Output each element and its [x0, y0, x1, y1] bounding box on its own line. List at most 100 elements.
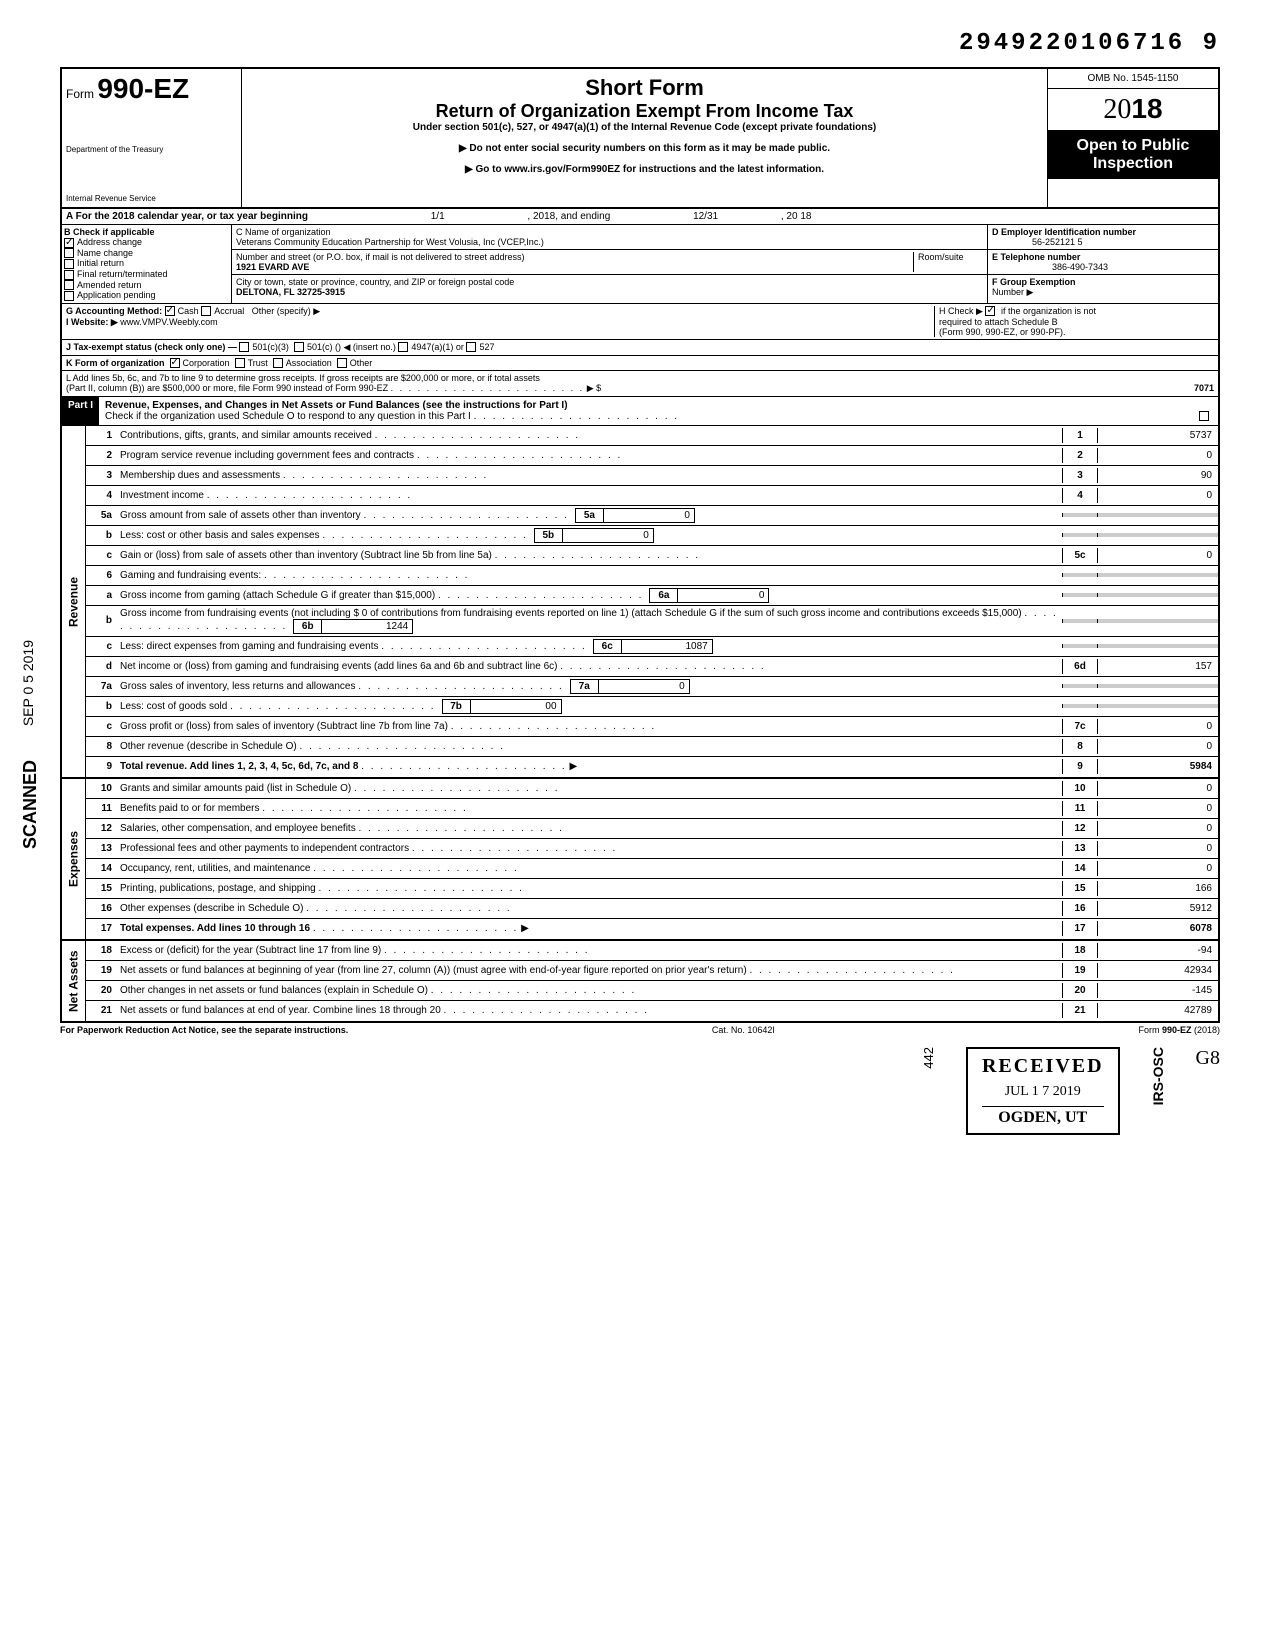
chk-accrual[interactable]	[201, 306, 211, 316]
line-value: 0	[1098, 719, 1218, 734]
line-box-num: 18	[1062, 943, 1098, 958]
line-desc: Gross income from gaming (attach Schedul…	[116, 586, 1062, 605]
line-box-num: 11	[1062, 801, 1098, 816]
line-box-num: 3	[1062, 468, 1098, 483]
line-21: 21Net assets or fund balances at end of …	[86, 1001, 1218, 1021]
line-box-num: 19	[1062, 963, 1098, 978]
line-num: 21	[86, 1003, 116, 1018]
line-num: 13	[86, 841, 116, 856]
line-15: 15Printing, publications, postage, and s…	[86, 879, 1218, 899]
line-box-num: 16	[1062, 901, 1098, 916]
chk-assoc[interactable]	[273, 358, 283, 368]
section-b-title: B Check if applicable	[64, 227, 155, 237]
line-num: 12	[86, 821, 116, 836]
line-box-num: 1	[1062, 428, 1098, 443]
row-a-end: 12/31	[693, 211, 718, 222]
chk-4947[interactable]	[398, 342, 408, 352]
chk-corp[interactable]	[170, 358, 180, 368]
chk-initial-return[interactable]	[64, 259, 74, 269]
chk-501c3[interactable]	[239, 342, 249, 352]
inner-box-6a: 6a0	[649, 588, 769, 603]
line-desc: Net assets or fund balances at beginning…	[116, 963, 1062, 978]
line-desc: Printing, publications, postage, and shi…	[116, 881, 1062, 896]
chk-address-change[interactable]	[64, 238, 74, 248]
line-desc: Total revenue. Add lines 1, 2, 3, 4, 5c,…	[116, 759, 1062, 774]
row-a-label: A For the 2018 calendar year, or tax yea…	[66, 211, 308, 222]
line-desc: Excess or (deficit) for the year (Subtra…	[116, 943, 1062, 958]
line-8: 8Other revenue (describe in Schedule O) …	[86, 737, 1218, 757]
line-16: 16Other expenses (describe in Schedule O…	[86, 899, 1218, 919]
line-num: 8	[86, 739, 116, 754]
line-value: 0	[1098, 548, 1218, 563]
line-desc: Other revenue (describe in Schedule O)	[116, 739, 1062, 754]
chk-schedule-b[interactable]	[985, 306, 995, 316]
row-g-i: G Accounting Method: Cash Accrual Other …	[60, 304, 1220, 340]
inner-box-5a: 5a0	[575, 508, 695, 523]
line-value: -94	[1098, 943, 1218, 958]
lbl-other-method: Other (specify) ▶	[252, 306, 320, 316]
row-l-text2: (Part II, column (B)) are $500,000 or mo…	[66, 383, 388, 393]
line-num: 5a	[86, 508, 116, 523]
chk-other-org[interactable]	[337, 358, 347, 368]
label-group-exempt: F Group Exemption	[992, 277, 1076, 287]
inner-box-7b: 7b00	[442, 699, 562, 714]
received-text: RECEIVED	[982, 1055, 1104, 1078]
chk-501c[interactable]	[294, 342, 304, 352]
netassets-section: Net Assets 18Excess or (deficit) for the…	[60, 941, 1220, 1023]
chk-527[interactable]	[466, 342, 476, 352]
chk-cash[interactable]	[165, 306, 175, 316]
title-return: Return of Organization Exempt From Incom…	[248, 101, 1041, 122]
line-7a: 7aGross sales of inventory, less returns…	[86, 677, 1218, 697]
chk-schedule-o[interactable]	[1199, 411, 1209, 421]
line-b: bLess: cost or other basis and sales exp…	[86, 526, 1218, 546]
chk-final-return[interactable]	[64, 270, 74, 280]
line-num: b	[86, 699, 116, 714]
row-l-text1: L Add lines 5b, 6c, and 7b to line 9 to …	[66, 373, 540, 383]
line-17: 17Total expenses. Add lines 10 through 1…	[86, 919, 1218, 939]
label-ein: D Employer Identification number	[992, 227, 1136, 237]
chk-trust[interactable]	[235, 358, 245, 368]
line-value: 0	[1098, 739, 1218, 754]
stamp-442: 442	[921, 1047, 936, 1069]
line-box-num: 10	[1062, 781, 1098, 796]
line-value: 42789	[1098, 1003, 1218, 1018]
line-value: 0	[1098, 781, 1218, 796]
chk-amended[interactable]	[64, 280, 74, 290]
note-ssn: ▶ Do not enter social security numbers o…	[248, 143, 1041, 154]
subtitle: Under section 501(c), 527, or 4947(a)(1)…	[248, 122, 1041, 133]
line-desc: Membership dues and assessments	[116, 468, 1062, 483]
line-desc: Gross income from fundraising events (no…	[116, 606, 1062, 636]
label-group-number: Number ▶	[992, 287, 1033, 297]
note-url: ▶ Go to www.irs.gov/Form990EZ for instru…	[248, 164, 1041, 175]
part1-title: Revenue, Expenses, and Changes in Net As…	[105, 400, 568, 411]
chk-app-pending[interactable]	[64, 291, 74, 301]
line-desc: Gain or (loss) from sale of assets other…	[116, 548, 1062, 563]
line-value: 0	[1098, 448, 1218, 463]
dept-treasury: Department of the Treasury	[66, 145, 237, 154]
line-num: 11	[86, 801, 116, 816]
lbl-final-return: Final return/terminated	[77, 269, 168, 279]
line-desc: Other expenses (describe in Schedule O)	[116, 901, 1062, 916]
revenue-section: Revenue 1Contributions, gifts, grants, a…	[60, 426, 1220, 779]
h-text3: required to attach Schedule B	[939, 317, 1058, 327]
line-9: 9Total revenue. Add lines 1, 2, 3, 4, 5c…	[86, 757, 1218, 777]
chk-name-change[interactable]	[64, 248, 74, 258]
line-num: 17	[86, 921, 116, 936]
footer-mid: Cat. No. 10642I	[712, 1025, 775, 1035]
row-l: L Add lines 5b, 6c, and 7b to line 9 to …	[60, 371, 1220, 397]
label-form-org: K Form of organization	[66, 358, 165, 368]
dept-irs: Internal Revenue Service	[66, 194, 237, 203]
line-desc: Gross profit or (loss) from sales of inv…	[116, 719, 1062, 734]
line-num: 1	[86, 428, 116, 443]
line-11: 11Benefits paid to or for members 110	[86, 799, 1218, 819]
org-city: DELTONA, FL 32725-3915	[236, 287, 345, 297]
received-stamp: RECEIVED JUL 1 7 2019 OGDEN, UT	[966, 1047, 1120, 1135]
form-header: Form 990-EZ Department of the Treasury I…	[60, 67, 1220, 209]
line-num: d	[86, 659, 116, 674]
side-label-expenses: Expenses	[62, 779, 86, 939]
hand-g8: G8	[1196, 1047, 1220, 1070]
line-3: 3Membership dues and assessments 390	[86, 466, 1218, 486]
line-desc: Less: cost or other basis and sales expe…	[116, 526, 1062, 545]
row-k: K Form of organization Corporation Trust…	[60, 356, 1220, 371]
lbl-insert-no: ) ◀ (insert no.)	[338, 342, 396, 353]
